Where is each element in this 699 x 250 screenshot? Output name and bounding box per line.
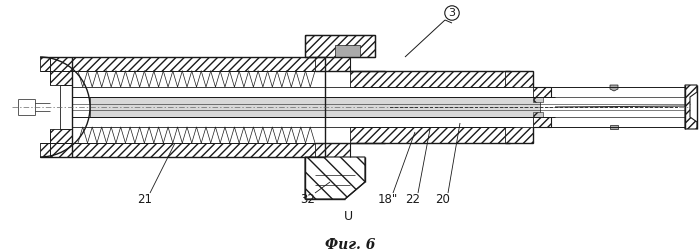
Bar bbox=[533, 97, 543, 102]
Bar bbox=[40, 143, 72, 157]
Text: U: U bbox=[343, 210, 352, 223]
Text: Фиг. 6: Фиг. 6 bbox=[325, 238, 375, 250]
Bar bbox=[350, 71, 510, 87]
Text: 22: 22 bbox=[405, 193, 421, 206]
Bar bbox=[72, 57, 325, 71]
Polygon shape bbox=[685, 85, 697, 129]
Text: 18": 18" bbox=[378, 193, 398, 206]
Polygon shape bbox=[610, 85, 618, 91]
Polygon shape bbox=[305, 157, 365, 199]
Text: 3: 3 bbox=[449, 8, 456, 18]
Bar bbox=[50, 71, 72, 85]
Bar bbox=[350, 127, 510, 143]
Text: 20: 20 bbox=[435, 193, 450, 206]
Bar bbox=[533, 112, 543, 117]
Bar bbox=[533, 87, 551, 97]
Bar bbox=[505, 71, 533, 87]
Text: 21: 21 bbox=[138, 193, 152, 206]
Bar bbox=[90, 97, 540, 117]
Bar bbox=[305, 35, 375, 57]
Bar bbox=[533, 117, 551, 127]
Bar bbox=[315, 143, 350, 157]
Text: 32: 32 bbox=[301, 193, 315, 206]
Bar bbox=[50, 129, 72, 143]
Bar bbox=[315, 57, 350, 71]
Bar bbox=[72, 143, 325, 157]
Bar bbox=[335, 45, 360, 57]
Polygon shape bbox=[610, 125, 618, 129]
Bar bbox=[505, 127, 533, 143]
Bar bbox=[40, 57, 72, 71]
